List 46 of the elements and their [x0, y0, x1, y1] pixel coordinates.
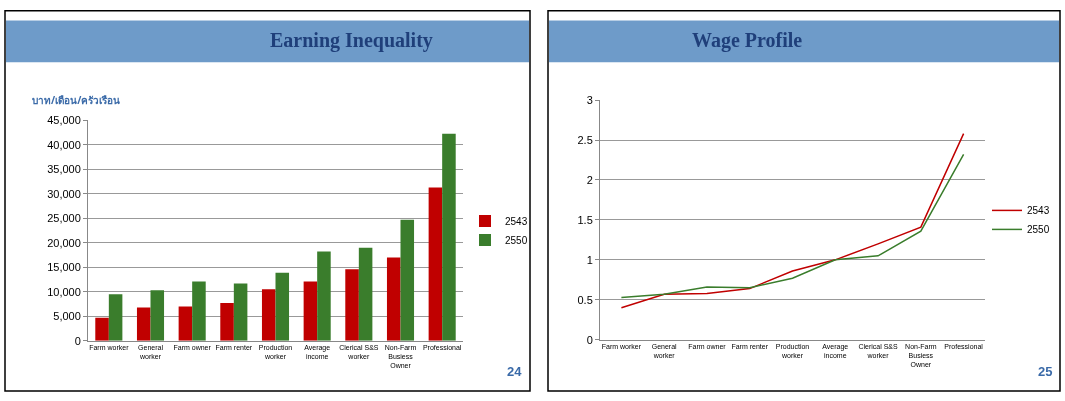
- chart-title: Wage Profile: [692, 29, 803, 52]
- bar: [233, 283, 248, 341]
- bar: [303, 281, 318, 341]
- bar: [400, 219, 415, 341]
- y-tick-label: 10,000: [47, 285, 81, 298]
- bar: [442, 133, 456, 341]
- line-series: [620, 153, 965, 299]
- bar: [275, 272, 290, 341]
- y-tick-label: 0: [74, 334, 81, 347]
- y-tick-label: 40,000: [47, 138, 81, 151]
- y-tick-label: 15,000: [47, 261, 81, 274]
- y-tick-label: 25,000: [47, 212, 81, 225]
- y-tick-label: 45,000: [47, 114, 81, 127]
- y-tick-label: 5,000: [53, 310, 81, 323]
- text: 25: [1038, 364, 1053, 379]
- bar: [192, 281, 206, 341]
- bar: [108, 294, 123, 341]
- bar: [428, 187, 443, 341]
- bar: [358, 247, 373, 341]
- bar: [220, 303, 234, 341]
- y-tick-label: 2.5: [577, 133, 593, 146]
- bar: [178, 306, 193, 341]
- bar: [136, 307, 151, 341]
- y-axis-title: บาท/เดือน/ครัวเรือน: [32, 93, 121, 107]
- chart-title: Earning Inequality: [270, 29, 433, 52]
- y-tick-label: 0: [586, 333, 593, 346]
- y-tick-label: 1: [586, 253, 593, 266]
- legend-label: 2543: [1027, 205, 1050, 217]
- bar: [345, 269, 359, 341]
- bar: [95, 317, 109, 341]
- y-tick-label: 2: [586, 173, 593, 186]
- legend-label: 2550: [505, 234, 528, 246]
- legend-label: 2543: [505, 215, 528, 227]
- y-tick-label: 30,000: [47, 187, 81, 200]
- y-tick-label: 35,000: [47, 163, 81, 176]
- y-tick-label: 0.5: [577, 293, 593, 306]
- bar: [317, 251, 331, 341]
- text: 24: [507, 364, 523, 379]
- bar: [150, 290, 165, 341]
- bar: [386, 257, 401, 341]
- y-tick-label: 3: [586, 93, 593, 106]
- line-series: [620, 132, 965, 309]
- y-tick-label: 20,000: [47, 236, 81, 249]
- y-tick-label: 1.5: [577, 213, 593, 226]
- legend-label: 2550: [1027, 224, 1050, 236]
- bar: [261, 289, 276, 341]
